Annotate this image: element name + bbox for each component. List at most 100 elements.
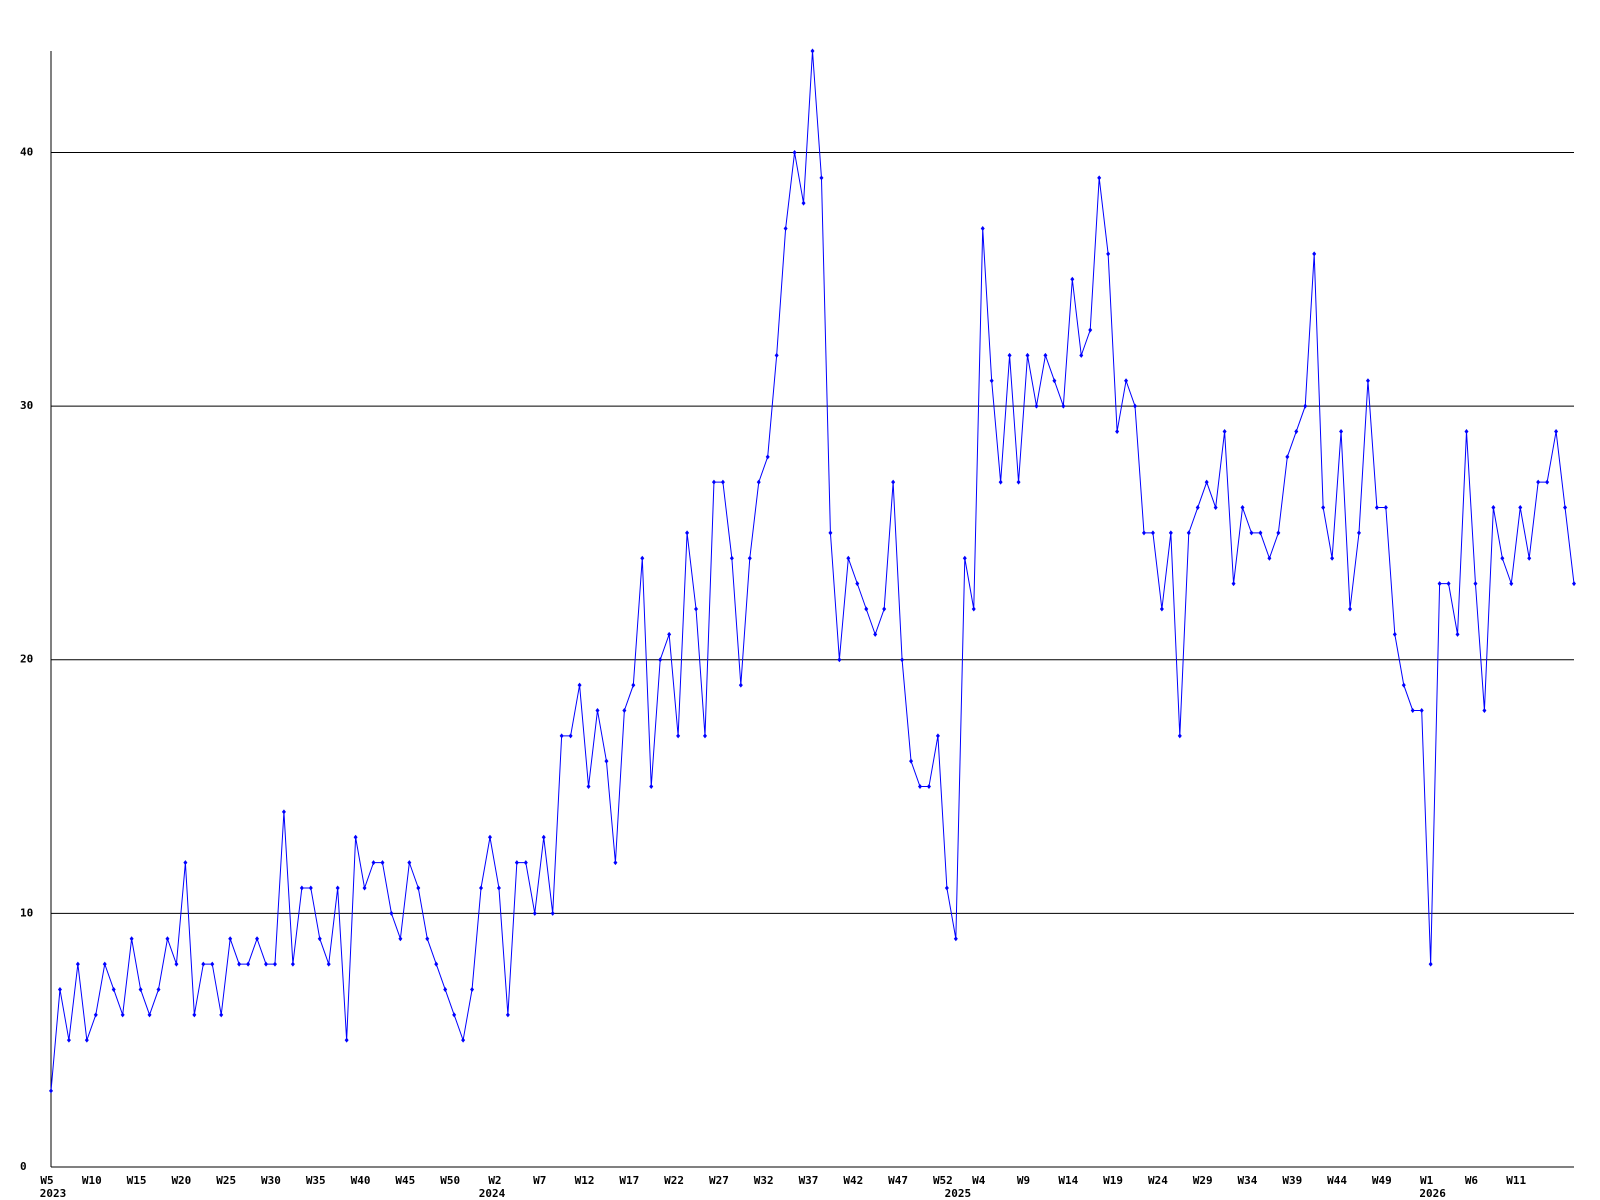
data-point	[720, 479, 725, 485]
x-tick-label: W39	[1282, 1174, 1302, 1187]
data-point	[57, 986, 62, 992]
data-point	[962, 555, 967, 561]
data-point	[640, 555, 645, 561]
x-tick-label: W19	[1103, 1174, 1123, 1187]
data-point	[1348, 606, 1353, 612]
data-point	[1133, 403, 1138, 409]
data-point	[183, 860, 188, 866]
x-tick-label: W4	[972, 1174, 986, 1187]
y-tick-label: 40	[20, 145, 33, 158]
data-point	[326, 961, 331, 967]
x-tick-label: W11	[1506, 1174, 1526, 1187]
x-tick-label: W52	[933, 1174, 953, 1187]
data-point	[308, 885, 313, 891]
data-point	[1428, 961, 1433, 967]
data-point	[1007, 352, 1012, 358]
data-point	[210, 961, 215, 967]
x-tick-label: W12	[575, 1174, 595, 1187]
data-point	[1052, 378, 1057, 384]
data-point	[989, 378, 994, 384]
data-point	[523, 860, 528, 866]
data-point	[1016, 479, 1021, 485]
x-year-label: 2025	[945, 1187, 972, 1200]
data-point	[1025, 352, 1030, 358]
data-point	[702, 733, 707, 739]
data-point	[846, 555, 851, 561]
data-point	[380, 860, 385, 866]
data-point	[353, 834, 358, 840]
data-point	[1079, 352, 1084, 358]
data-point	[156, 986, 161, 992]
data-point	[246, 961, 251, 967]
data-point	[828, 530, 833, 536]
data-point	[1482, 707, 1487, 713]
data-point	[1455, 631, 1460, 637]
data-point	[470, 986, 475, 992]
data-point	[1258, 530, 1263, 536]
x-tick-label: W45	[395, 1174, 415, 1187]
x-tick-label: W42	[843, 1174, 863, 1187]
x-tick-label: W9	[1017, 1174, 1030, 1187]
data-point	[1446, 581, 1451, 587]
data-point	[953, 936, 958, 942]
data-point	[729, 555, 734, 561]
y-tick-label: 30	[20, 399, 33, 412]
data-point	[174, 961, 179, 967]
data-point	[1374, 505, 1379, 511]
data-point	[111, 986, 116, 992]
data-point	[1339, 428, 1344, 434]
x-tick-label: W47	[888, 1174, 908, 1187]
data-point	[1536, 479, 1541, 485]
data-point	[1213, 505, 1218, 511]
data-point	[1410, 707, 1415, 713]
data-point	[801, 200, 806, 206]
data-point	[398, 936, 403, 942]
data-point	[102, 961, 107, 967]
data-point	[75, 961, 80, 967]
data-point	[918, 784, 923, 790]
data-point	[1321, 505, 1326, 511]
data-point	[1177, 733, 1182, 739]
data-point	[66, 1037, 71, 1043]
data-point	[864, 606, 869, 612]
data-point	[1240, 505, 1245, 511]
data-point	[783, 226, 788, 232]
x-tick-label: W1	[1420, 1174, 1434, 1187]
data-point	[1088, 327, 1093, 333]
data-point	[425, 936, 430, 942]
data-point	[362, 885, 367, 891]
data-point	[1124, 378, 1129, 384]
data-point	[93, 1012, 98, 1018]
data-point	[810, 48, 815, 54]
x-tick-label: W27	[709, 1174, 729, 1187]
data-point	[371, 860, 376, 866]
data-point	[837, 657, 842, 663]
data-point	[1491, 505, 1496, 511]
data-point	[1545, 479, 1550, 485]
data-point	[900, 657, 905, 663]
x-tick-label: W7	[533, 1174, 546, 1187]
data-point	[344, 1037, 349, 1043]
data-point	[1034, 403, 1039, 409]
data-point	[452, 1012, 457, 1018]
data-point	[1285, 454, 1290, 460]
data-point	[622, 707, 627, 713]
data-point	[1554, 428, 1559, 434]
y-tick-label: 10	[20, 906, 33, 919]
data-point	[1563, 505, 1568, 511]
data-point	[667, 631, 672, 637]
x-tick-label: W22	[664, 1174, 684, 1187]
x-tick-label: W14	[1058, 1174, 1078, 1187]
data-point	[49, 1088, 53, 1094]
data-point	[550, 910, 555, 916]
x-tick-label: W24	[1148, 1174, 1168, 1187]
data-point	[541, 834, 546, 840]
x-year-label: 2023	[40, 1187, 67, 1200]
data-point	[1356, 530, 1361, 536]
data-point	[577, 682, 582, 688]
x-tick-label: W37	[799, 1174, 819, 1187]
data-point	[1473, 581, 1478, 587]
y-tick-label: 0	[20, 1160, 27, 1173]
data-point	[559, 733, 564, 739]
x-tick-label: W20	[171, 1174, 191, 1187]
